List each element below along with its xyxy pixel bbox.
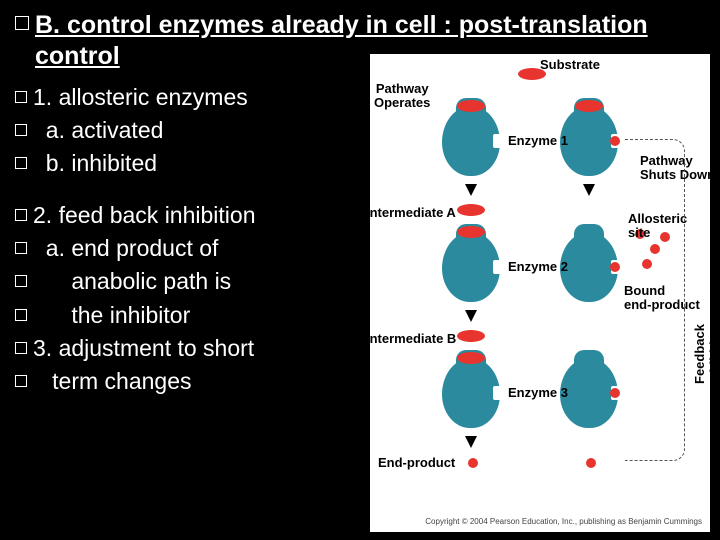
bullet-item: b. inhibited: [15, 147, 335, 180]
bullet-list: 1. allosteric enzymes a. activated b. in…: [15, 81, 335, 399]
bullet-item: 3. adjustment to short: [15, 332, 335, 365]
bullet-box-icon: [15, 309, 27, 321]
bound-product-shape: [610, 388, 620, 398]
label-enzyme1: Enzyme 1: [508, 134, 568, 148]
bullet-box-icon: [15, 124, 27, 136]
bullet-item: 2. feed back inhibition: [15, 199, 335, 232]
substrate-shape: [457, 100, 485, 112]
enzyme-shape: [442, 106, 500, 176]
bullet-box-icon: [15, 242, 27, 254]
label-intermediate-a: Intermediate A: [366, 206, 456, 220]
end-product-dot: [586, 458, 596, 468]
intermediate-shape: [457, 330, 485, 342]
label-enzyme2: Enzyme 2: [508, 260, 568, 274]
bullet-item: the inhibitor: [15, 299, 335, 332]
bullet-text: 2. feed back inhibition: [33, 199, 256, 232]
arrow-down-icon: [465, 310, 477, 322]
bullet-text: b. inhibited: [33, 147, 157, 180]
label-intermediate-b: Intermediate B: [366, 332, 456, 346]
substrate-shape: [457, 352, 485, 364]
bullet-box-icon: [15, 91, 27, 103]
bullet-item: 1. allosteric enzymes: [15, 81, 335, 114]
bullet-text: term changes: [33, 365, 192, 398]
pathway-diagram: Substrate Pathway Operates Pathway Shuts…: [370, 54, 710, 532]
feedback-path: [625, 139, 685, 461]
bullet-item: term changes: [15, 365, 335, 398]
bound-product-shape: [610, 262, 620, 272]
bullet-box-icon: [15, 342, 27, 354]
bullet-item: anabolic path is: [15, 265, 335, 298]
figure-copyright: Copyright © 2004 Pearson Education, Inc.…: [425, 517, 702, 526]
bound-product-shape: [610, 136, 620, 146]
label-end-product: End-product: [378, 456, 455, 470]
label-enzyme3: Enzyme 3: [508, 386, 568, 400]
arrow-down-icon: [465, 184, 477, 196]
end-product-dot: [468, 458, 478, 468]
enzyme-shape: [442, 358, 500, 428]
enzyme-shape: [442, 232, 500, 302]
bullet-text: a. end product of: [33, 232, 218, 265]
bullet-item: a. activated: [15, 114, 335, 147]
bullet-text: 1. allosteric enzymes: [33, 81, 248, 114]
intermediate-shape: [457, 204, 485, 216]
bullet-text: 3. adjustment to short: [33, 332, 254, 365]
bullet-item: a. end product of: [15, 232, 335, 265]
bullet-text: anabolic path is: [33, 265, 231, 298]
bullet-text: the inhibitor: [33, 299, 190, 332]
bullet-text: a. activated: [33, 114, 163, 147]
substrate-shape: [575, 100, 603, 112]
label-pathway-operates: Pathway Operates: [374, 82, 430, 111]
title-bullet-box: [15, 16, 29, 30]
arrow-down-icon: [583, 184, 595, 196]
bullet-box-icon: [15, 209, 27, 221]
bullet-box-icon: [15, 157, 27, 169]
substrate-shape: [518, 68, 546, 80]
substrate-shape: [457, 226, 485, 238]
label-substrate: Substrate: [540, 58, 600, 72]
arrow-down-icon: [465, 436, 477, 448]
bullet-box-icon: [15, 275, 27, 287]
label-feedback: Feedback Inhibition: [692, 324, 720, 384]
bullet-box-icon: [15, 375, 27, 387]
